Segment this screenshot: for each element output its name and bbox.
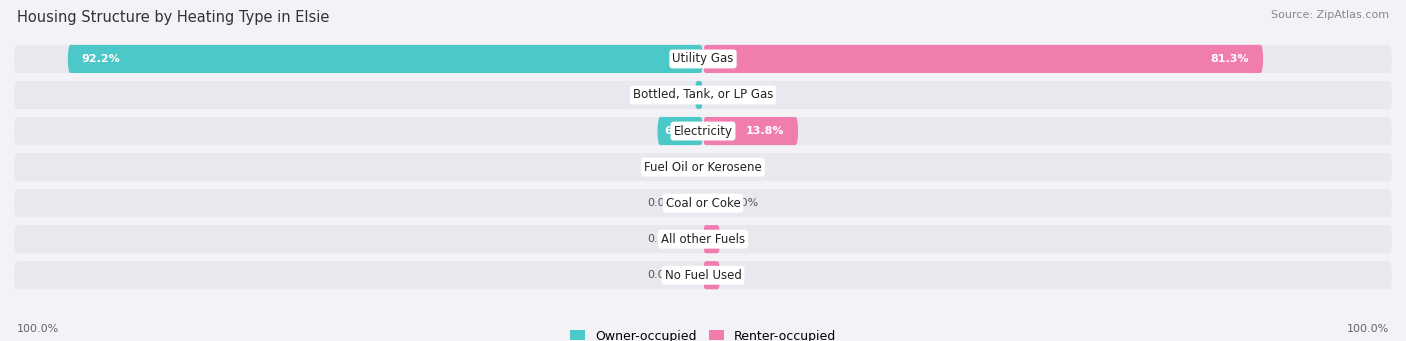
Text: 0.0%: 0.0% xyxy=(647,234,675,244)
FancyBboxPatch shape xyxy=(695,81,703,109)
Text: 0.0%: 0.0% xyxy=(647,270,675,280)
Text: 13.8%: 13.8% xyxy=(745,126,785,136)
Text: Utility Gas: Utility Gas xyxy=(672,53,734,65)
FancyBboxPatch shape xyxy=(703,45,1263,73)
Text: 81.3%: 81.3% xyxy=(1211,54,1250,64)
Text: 1.2%: 1.2% xyxy=(702,90,733,100)
FancyBboxPatch shape xyxy=(14,81,1392,109)
Text: 0.0%: 0.0% xyxy=(731,90,759,100)
Text: 92.2%: 92.2% xyxy=(82,54,121,64)
Text: 2.5%: 2.5% xyxy=(682,270,713,280)
Legend: Owner-occupied, Renter-occupied: Owner-occupied, Renter-occupied xyxy=(569,329,837,341)
FancyBboxPatch shape xyxy=(67,45,703,73)
Text: 100.0%: 100.0% xyxy=(1347,324,1389,334)
Text: 0.0%: 0.0% xyxy=(647,198,675,208)
Text: All other Fuels: All other Fuels xyxy=(661,233,745,246)
FancyBboxPatch shape xyxy=(14,45,1392,73)
Text: 0.0%: 0.0% xyxy=(647,162,675,172)
FancyBboxPatch shape xyxy=(14,225,1392,253)
Text: Coal or Coke: Coal or Coke xyxy=(665,197,741,210)
FancyBboxPatch shape xyxy=(14,117,1392,145)
FancyBboxPatch shape xyxy=(703,261,720,289)
Text: No Fuel Used: No Fuel Used xyxy=(665,269,741,282)
Text: Bottled, Tank, or LP Gas: Bottled, Tank, or LP Gas xyxy=(633,89,773,102)
Text: 6.6%: 6.6% xyxy=(665,126,696,136)
Text: Housing Structure by Heating Type in Elsie: Housing Structure by Heating Type in Els… xyxy=(17,10,329,25)
Text: 100.0%: 100.0% xyxy=(17,324,59,334)
FancyBboxPatch shape xyxy=(14,189,1392,217)
Text: Fuel Oil or Kerosene: Fuel Oil or Kerosene xyxy=(644,161,762,174)
FancyBboxPatch shape xyxy=(658,117,703,145)
FancyBboxPatch shape xyxy=(14,153,1392,181)
FancyBboxPatch shape xyxy=(14,261,1392,289)
Text: Source: ZipAtlas.com: Source: ZipAtlas.com xyxy=(1271,10,1389,20)
Text: 0.0%: 0.0% xyxy=(731,198,759,208)
Text: Electricity: Electricity xyxy=(673,124,733,137)
FancyBboxPatch shape xyxy=(703,225,720,253)
FancyBboxPatch shape xyxy=(703,117,799,145)
Text: 2.5%: 2.5% xyxy=(682,234,713,244)
Text: 0.0%: 0.0% xyxy=(731,162,759,172)
